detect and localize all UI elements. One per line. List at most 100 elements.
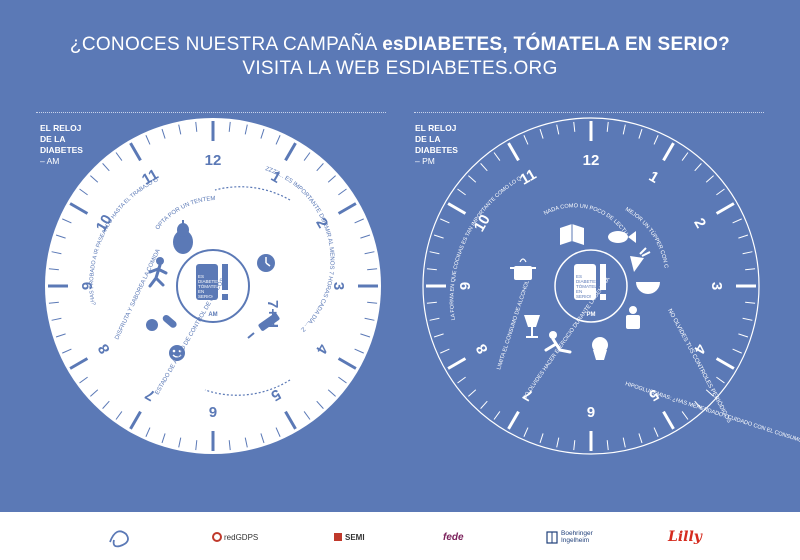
minute-tick [195, 121, 198, 132]
cooking-pot-icon [510, 258, 536, 280]
am-center-text: DIABETES, [198, 279, 222, 284]
pm-clock-ticks [426, 121, 756, 451]
pm-label-line: DIABETES [415, 145, 458, 155]
minute-tick [556, 437, 560, 448]
book-icon [560, 224, 584, 245]
minute-tick [90, 389, 99, 397]
hour-tick [507, 410, 520, 430]
pm-center-text: EN [576, 289, 582, 294]
minute-tick [161, 433, 166, 444]
minute-tick [745, 268, 756, 271]
pm-center-tag: PM [587, 312, 596, 318]
minute-tick [178, 124, 182, 135]
am-dotted-arrow [204, 379, 291, 396]
clock-number: 10 [471, 212, 494, 235]
headline-line-1: ¿CONOCES NUESTRA CAMPAÑA esDIABETES, TÓM… [0, 34, 800, 56]
minute-tick [468, 175, 477, 183]
hour-tick [447, 357, 467, 370]
clock-number: 6 [587, 403, 595, 420]
minute-tick [62, 218, 72, 224]
minute-tick [115, 411, 123, 420]
redgdps-dot-icon [212, 532, 222, 542]
minute-tick [653, 427, 659, 437]
minute-tick [523, 427, 529, 437]
hour-tick [715, 357, 735, 370]
minute-tick [480, 163, 488, 172]
minute-tick [705, 175, 714, 183]
sed-swirl-icon [109, 530, 129, 548]
pm-center-text: SERIO! [576, 294, 591, 299]
minute-tick [360, 333, 371, 338]
logo-redgdps-text: redGDPS [224, 532, 259, 542]
hour-tick [662, 410, 675, 430]
am-logo-dot [222, 294, 228, 300]
pm-center-text: DIABETES, [576, 279, 600, 284]
watermelon-icon [636, 282, 660, 294]
pm-center-logo: ES DIABETES, TÓMATELA EN SERIO! PM [574, 264, 606, 318]
minute-tick [338, 376, 347, 384]
pm-logo-d [574, 264, 596, 300]
am-label-line: DE LA [40, 134, 66, 144]
logo-sed: sed [106, 522, 134, 552]
hour-tick [69, 357, 89, 370]
pills-icon [146, 314, 177, 331]
divider-left [36, 112, 386, 113]
am-center-text: ES [198, 274, 204, 279]
minute-tick [244, 437, 248, 448]
logo-fede: fede [443, 522, 464, 552]
pm-clock-label: EL RELOJ DE LA DIABETES – PM [415, 123, 475, 167]
minute-tick [48, 301, 59, 304]
minute-tick [79, 188, 88, 196]
minute-tick [573, 121, 576, 132]
minute-tick [457, 376, 466, 384]
minute-tick [327, 175, 336, 183]
pm-logo-dot [600, 294, 606, 300]
minute-tick [51, 317, 62, 321]
minute-tick [742, 317, 753, 321]
divider-right [414, 112, 764, 113]
clock-number: 8 [473, 341, 492, 357]
hour-tick [129, 142, 142, 162]
semi-mark-icon [334, 533, 342, 541]
minute-tick [367, 268, 378, 271]
hour-tick [715, 202, 735, 215]
minute-tick [115, 152, 123, 161]
minute-tick [316, 400, 324, 409]
clock-number: 10 [93, 212, 116, 235]
minute-tick [681, 411, 689, 420]
minute-tick [738, 234, 749, 239]
minute-tick [606, 440, 609, 451]
clock-number: 11 [517, 166, 539, 189]
exercise-icon [544, 331, 572, 354]
minute-tick [275, 135, 281, 145]
pm-center-circle [554, 249, 628, 323]
minute-tick [364, 251, 375, 255]
minute-tick [145, 135, 151, 145]
minute-tick [79, 376, 88, 384]
minute-tick [556, 124, 560, 135]
pm-center-text: ES [576, 274, 582, 279]
minute-tick [260, 433, 265, 444]
headline-brand: esDIABETES, TÓMATELA EN SERIO? [382, 34, 731, 55]
minute-tick [638, 433, 643, 444]
minute-tick [303, 411, 311, 420]
minute-tick [228, 440, 231, 451]
minute-tick [55, 234, 66, 239]
am-center-text: SERIO! [198, 294, 213, 299]
minute-tick [622, 437, 626, 448]
minute-tick [354, 218, 364, 224]
minute-tick [102, 163, 110, 172]
minute-tick [732, 218, 742, 224]
headline-prefix: ¿CONOCES NUESTRA CAMPAÑA [69, 34, 383, 55]
minute-tick [440, 218, 450, 224]
clock-number: 9 [457, 282, 474, 290]
minute-tick [145, 427, 151, 437]
pear-icon [173, 220, 193, 254]
hour-tick [129, 410, 142, 430]
am-center-logo: ES DIABETES, TÓMATELA EN SERIO! AM [196, 264, 228, 318]
minute-tick [178, 437, 182, 448]
minute-tick [429, 317, 440, 321]
minute-tick [493, 411, 501, 420]
am-center-text: TÓMATELA [198, 283, 222, 289]
minute-tick [440, 348, 450, 354]
